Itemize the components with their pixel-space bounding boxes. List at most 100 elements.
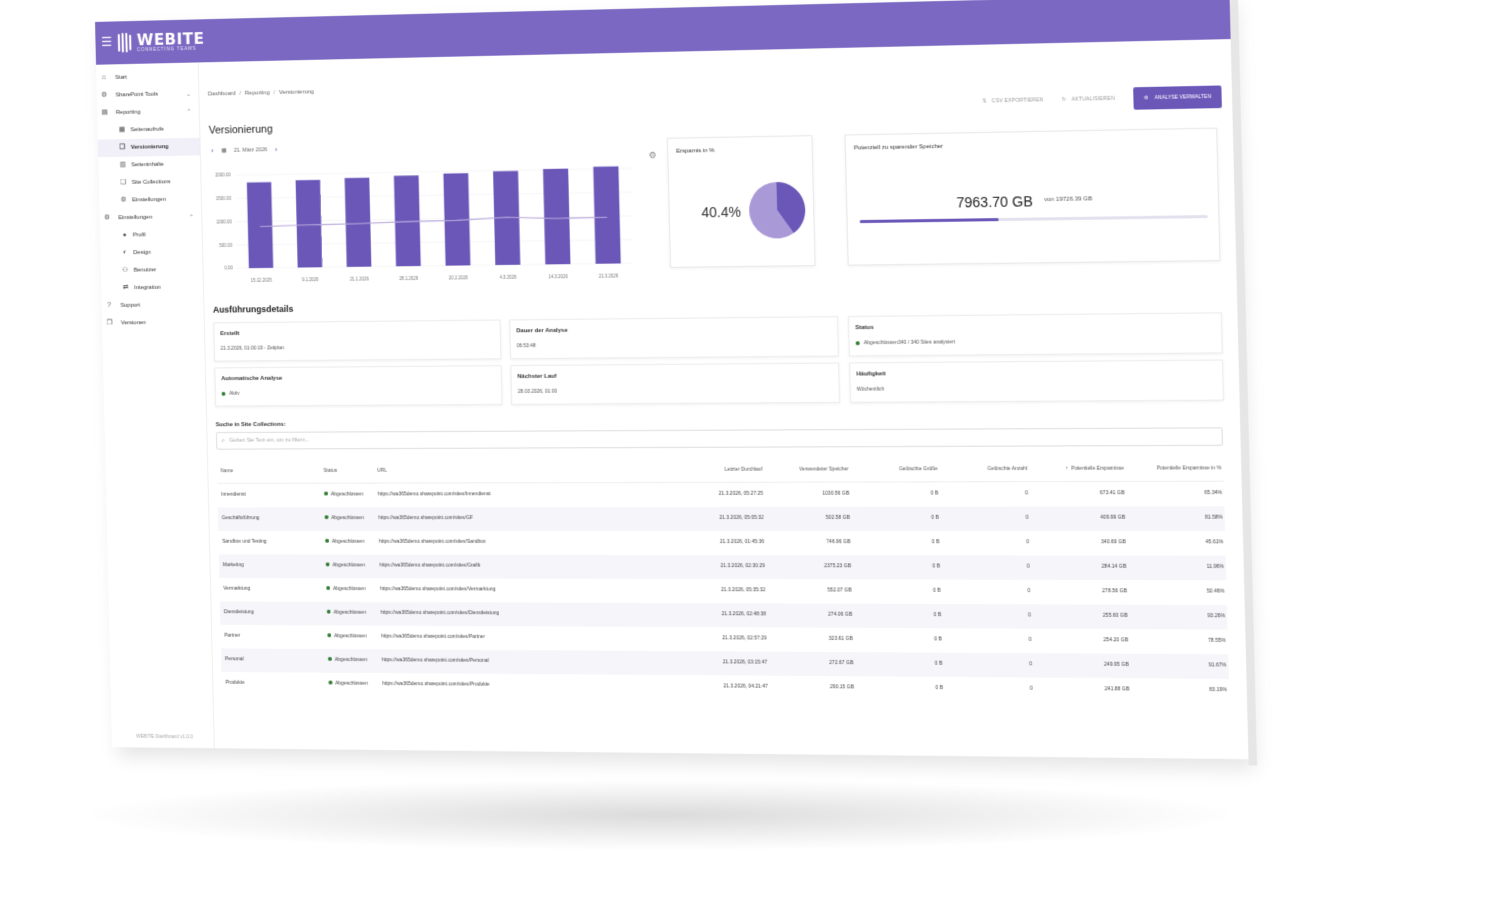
row-savings: 255.60 GB bbox=[1103, 613, 1128, 619]
col-savings-header[interactable]: ↑ Potentielle Ersparnisse bbox=[1066, 466, 1124, 472]
detail-auto-label: Automatische Analyse bbox=[221, 376, 282, 382]
row-savings: 254.20 GB bbox=[1103, 637, 1128, 643]
y-tick-label: 500.00 bbox=[219, 243, 233, 248]
table-row[interactable]: Marketing Abgeschlossen https://wa365demo.… bbox=[219, 554, 1227, 580]
table-row[interactable]: Sandbox und Testing Abgeschlossen https://… bbox=[218, 531, 1225, 556]
col-deleted-size-header[interactable]: Gelöschte Größe bbox=[899, 466, 938, 472]
row-used-storage: 274.06 GB bbox=[828, 612, 852, 618]
sidebar-item-benutzer[interactable]: ⚇ Benutzer bbox=[101, 261, 203, 280]
detail-duration-value: 06:53:48 bbox=[517, 343, 536, 349]
col-name-header[interactable]: Name bbox=[221, 468, 234, 474]
sidebar-item-seitenaufrufe[interactable]: ▦ Seitenaufrufe bbox=[97, 120, 199, 140]
col-deleted-count-header[interactable]: Gelöschte Anzahl bbox=[987, 466, 1027, 472]
storage-value: 7963.70 GB bbox=[956, 193, 1033, 210]
hamburger-menu-icon[interactable]: ☰ bbox=[101, 35, 114, 49]
status-ok-dot bbox=[324, 492, 328, 496]
selected-date[interactable]: 21. März 2026 bbox=[234, 147, 268, 153]
next-date-button[interactable]: › bbox=[275, 145, 278, 154]
versions-icon: ❐ bbox=[106, 320, 114, 328]
sidebar-item-site-collections[interactable]: ❏ Site Collections bbox=[99, 173, 201, 192]
row-savings-pct: 11.96% bbox=[1207, 564, 1224, 570]
status-ok-dot bbox=[326, 562, 330, 566]
previous-date-button[interactable]: ‹ bbox=[211, 146, 214, 155]
row-deleted-size: 0 B bbox=[931, 515, 939, 521]
row-last-run: 21.3.2026, 04:21:47 bbox=[723, 683, 768, 689]
row-url[interactable]: https://wa365demo.sharepoint.com/sites/I… bbox=[378, 491, 491, 497]
table-row[interactable]: Vermarktung Abgeschlossen https://wa365dem… bbox=[219, 578, 1227, 605]
sidebar-item-reporting-einstellungen[interactable]: ⚙ Einstellungen bbox=[99, 191, 201, 210]
row-deleted-count: 0 bbox=[1027, 564, 1030, 570]
sidebar-item-integration[interactable]: ⇄ Integration bbox=[101, 279, 203, 298]
monitor-screen: ☰ WEBITE CONNECTING TEAMS ⌂ Start ⚙ ShareP… bbox=[95, 0, 1248, 759]
row-url[interactable]: https://wa365demo.sharepoint.com/sites/P… bbox=[382, 657, 489, 664]
sidebar-item-label: Versionen bbox=[121, 320, 146, 326]
download-icon: ⇅ bbox=[982, 98, 987, 104]
sidebar-item-support[interactable]: ? Support bbox=[102, 296, 204, 315]
x-tick-label: 20.2.2026 bbox=[449, 275, 469, 280]
col-savings-pct-header[interactable]: Potentielle Ersparnisse in % bbox=[1157, 465, 1222, 471]
row-url[interactable]: https://wa365demo.sharepoint.com/sites/D… bbox=[381, 610, 500, 616]
chart-settings-gear-icon[interactable]: ⚙ bbox=[648, 150, 656, 161]
page-toolbar: ⇅ CSV EXPORTIEREN ↻ AKTUALISIEREN ⚙ ANALYSE… bbox=[982, 85, 1222, 112]
row-url[interactable]: https://wa365demo.sharepoint.com/sites/P… bbox=[381, 634, 485, 640]
row-last-run: 21.3.2026, 02:30:29 bbox=[720, 563, 764, 569]
chart-bar bbox=[247, 182, 273, 268]
search-label: Suche in Site Collections: bbox=[216, 422, 286, 428]
y-gridline bbox=[237, 263, 634, 268]
date-navigator: ‹ ▦ 21. März 2026 › bbox=[211, 145, 277, 155]
sidebar-item-label: Reporting bbox=[116, 110, 141, 116]
refresh-button[interactable]: ↻ AKTUALISIEREN bbox=[1062, 96, 1115, 103]
sidebar-item-sharepoint-tools[interactable]: ⚙ SharePoint Tools ⌄ bbox=[97, 85, 199, 105]
sidebar-item-label: Benutzer bbox=[134, 267, 157, 273]
sidebar-item-einstellungen[interactable]: ⚙ Einstellungen ⌃ bbox=[99, 208, 201, 227]
chart-bar bbox=[593, 166, 621, 263]
table-row[interactable]: Geschäftsführung Abgeschlossen https://wa3… bbox=[218, 506, 1225, 531]
col-last-run-header[interactable]: Letzter Durchlauf bbox=[724, 467, 762, 473]
content-icon: ▥ bbox=[119, 162, 127, 170]
versions-icon: ❐ bbox=[119, 144, 127, 152]
table-row[interactable]: Innendienst Abgeschlossen https://wa365dem… bbox=[217, 482, 1224, 508]
row-url[interactable]: https://wa365demo.sharepoint.com/sites/V… bbox=[380, 586, 496, 592]
detail-next-label: Nächster Lauf bbox=[517, 374, 556, 380]
x-tick-label: 28.1.2026 bbox=[399, 276, 419, 281]
sidebar-item-label: Seitenaufrufe bbox=[130, 127, 164, 134]
logo-mark-icon bbox=[116, 32, 133, 54]
tools-icon: ⚙ bbox=[100, 92, 108, 100]
table-body: Innendienst Abgeschlossen https://wa365dem… bbox=[217, 482, 1229, 704]
sidebar-item-start[interactable]: ⌂ Start bbox=[96, 67, 198, 87]
csv-export-button[interactable]: ⇅ CSV EXPORTIEREN bbox=[982, 97, 1043, 104]
savings-card: Ersparnis in % 40.4% bbox=[667, 135, 816, 268]
detail-duration-label: Dauer der Analyse bbox=[516, 328, 567, 334]
col-used-storage-header[interactable]: Verwendeter Speicher bbox=[799, 466, 849, 472]
row-savings: 241.88 GB bbox=[1105, 686, 1130, 692]
manage-analysis-button[interactable]: ⚙ ANALYSE VERWALTEN bbox=[1133, 85, 1222, 109]
sidebar-item-reporting[interactable]: ▤ Reporting ⌃ bbox=[97, 103, 199, 123]
row-url[interactable]: https://wa365demo.sharepoint.com/sites/P… bbox=[382, 681, 489, 688]
sidebar-item-label: Design bbox=[133, 250, 151, 256]
x-tick-label: 15.12.2025 bbox=[251, 278, 273, 283]
y-gridline bbox=[235, 192, 632, 198]
sidebar-item-design[interactable]: ◐ Design bbox=[100, 243, 202, 262]
row-status: Abgeschlossen bbox=[328, 657, 367, 663]
palette-icon: ◐ bbox=[121, 249, 129, 257]
search-input[interactable]: ⌕ Geben Sie Text ein, um zu filtern... bbox=[216, 427, 1223, 449]
breadcrumb-reporting[interactable]: Reporting bbox=[245, 90, 270, 96]
breadcrumb-dashboard[interactable]: Dashboard bbox=[208, 91, 236, 97]
col-status-header[interactable]: Status bbox=[323, 468, 337, 474]
sidebar: ⌂ Start ⚙ SharePoint Tools ⌄ ▤ Reporting ⌃ ▦ S… bbox=[96, 62, 215, 748]
row-url[interactable]: https://wa365demo.sharepoint.com/sites/G… bbox=[378, 515, 473, 521]
sidebar-item-seiteninhalte[interactable]: ▥ Seiteninhalte bbox=[98, 155, 200, 174]
row-url[interactable]: https://wa365demo.sharepoint.com/sites/G… bbox=[379, 563, 480, 569]
brand-logo[interactable]: WEBITE CONNECTING TEAMS bbox=[116, 28, 205, 55]
col-url-header[interactable]: URL bbox=[377, 468, 387, 474]
y-tick-label: 1000.00 bbox=[216, 219, 232, 224]
sidebar-item-versionierung[interactable]: ❐ Versionierung bbox=[98, 138, 200, 157]
sidebar-item-profil[interactable]: ● Profil bbox=[100, 226, 202, 245]
detail-next-run: Nächster Lauf 28.03.2026, 01:00 bbox=[510, 363, 840, 405]
sidebar-item-versionen[interactable]: ❐ Versionen bbox=[102, 314, 204, 333]
detail-frequency-label: Häufigkeit bbox=[856, 371, 885, 377]
row-url[interactable]: https://wa365demo.sharepoint.com/sites/S… bbox=[379, 539, 486, 545]
row-savings: 284.14 GB bbox=[1102, 564, 1127, 570]
breadcrumb-separator: / bbox=[239, 91, 241, 97]
